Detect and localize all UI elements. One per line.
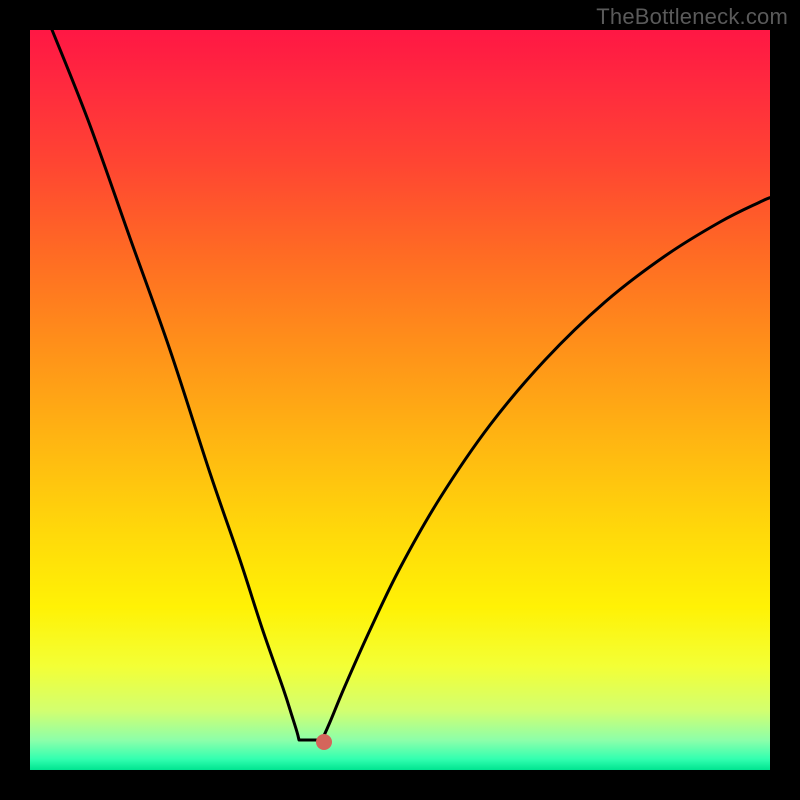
chart-container: TheBottleneck.com bbox=[0, 0, 800, 800]
plot-area bbox=[30, 30, 770, 770]
optimum-marker bbox=[316, 734, 332, 750]
watermark-text: TheBottleneck.com bbox=[596, 4, 788, 30]
chart-svg bbox=[0, 0, 800, 800]
